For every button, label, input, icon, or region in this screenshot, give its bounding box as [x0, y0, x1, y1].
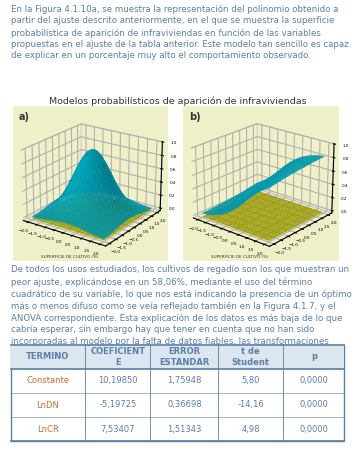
- Text: De todos los usos estudiados, los cultivos de regadío son los que muestran un pe: De todos los usos estudiados, los cultiv…: [11, 266, 351, 370]
- Bar: [11, 345, 344, 441]
- Text: ERROR
ESTANDAR: ERROR ESTANDAR: [159, 347, 209, 367]
- Text: LnCR: LnCR: [37, 425, 59, 434]
- Text: b): b): [190, 112, 201, 122]
- Text: Modelos probabilísticos de aparición de infraviviendas: Modelos probabilísticos de aparición de …: [49, 97, 306, 107]
- Text: t de
Student: t de Student: [232, 347, 270, 367]
- Text: -5,19725: -5,19725: [99, 400, 136, 410]
- Text: En la Figura 4.1.10a, se muestra la representación del polinomio obtenido a part: En la Figura 4.1.10a, se muestra la repr…: [11, 4, 348, 60]
- Text: 0,0000: 0,0000: [299, 400, 328, 410]
- Text: 5,80: 5,80: [241, 376, 260, 385]
- Bar: [11, 345, 344, 369]
- Text: SUPERFICIE DE CULTIVO (%): SUPERFICIE DE CULTIVO (%): [41, 256, 98, 260]
- Text: 0,0000: 0,0000: [299, 376, 328, 385]
- Text: -14,16: -14,16: [237, 400, 264, 410]
- Text: 4,98: 4,98: [241, 425, 260, 434]
- Text: 10,19850: 10,19850: [98, 376, 138, 385]
- Text: TERMINO: TERMINO: [26, 352, 70, 361]
- Text: LnDN: LnDN: [37, 400, 59, 410]
- Text: 1,51343: 1,51343: [167, 425, 202, 434]
- Text: 1,75948: 1,75948: [167, 376, 202, 385]
- Text: COEFICIENT
E: COEFICIENT E: [91, 347, 145, 367]
- Text: 0,0000: 0,0000: [299, 425, 328, 434]
- Text: a): a): [19, 112, 30, 122]
- Text: 0,36698: 0,36698: [167, 400, 202, 410]
- Text: Constante: Constante: [27, 376, 70, 385]
- Text: SUPERFICIE DE CULTIVO (%): SUPERFICIE DE CULTIVO (%): [211, 256, 269, 260]
- Text: 7,53407: 7,53407: [100, 425, 135, 434]
- Text: p: p: [311, 352, 317, 361]
